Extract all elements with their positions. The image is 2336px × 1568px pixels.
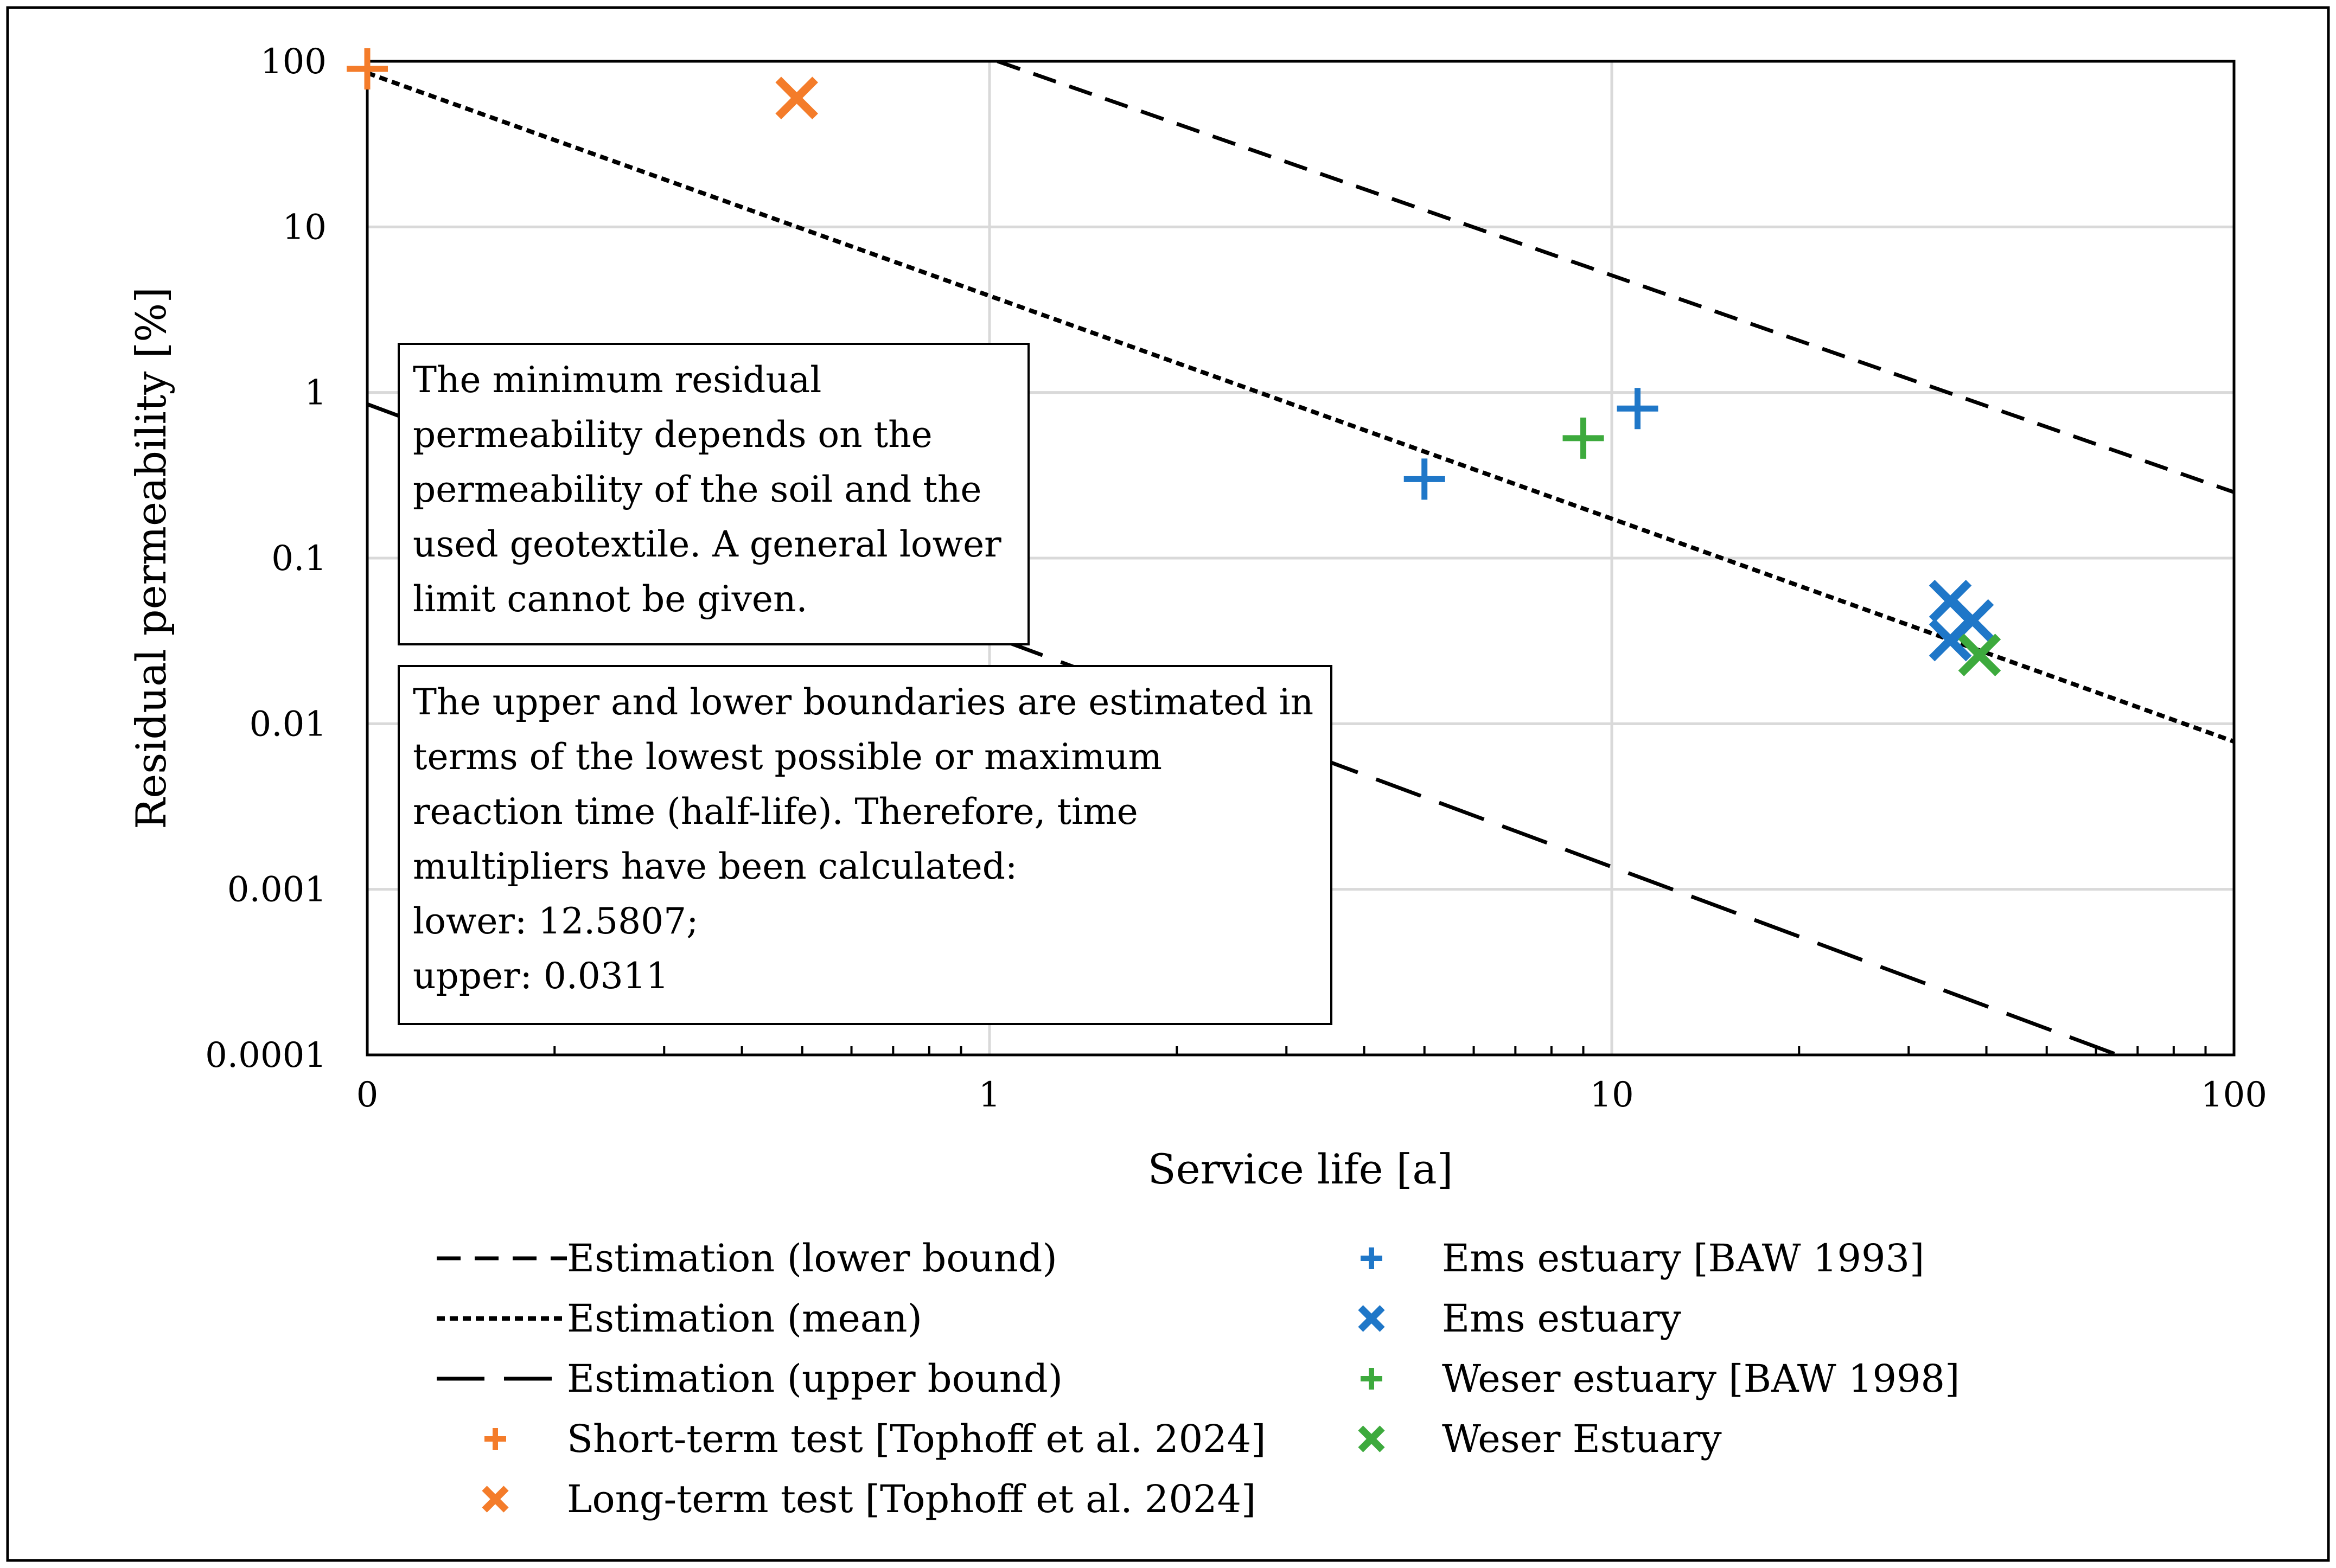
data-point-plus <box>347 48 388 89</box>
axis-ticks <box>553 1046 2207 1055</box>
legend: Estimation (lower bound) Estimation (mean… <box>437 1236 1960 1521</box>
annotation-minimum-permeability: The minimum residual permeability depend… <box>398 343 1030 645</box>
x-tick-label: 1 <box>979 1075 1001 1115</box>
legend-marker-plus <box>1361 1247 1382 1269</box>
legend-item: Estimation (upper bound) <box>437 1356 1063 1401</box>
annotation-boundary-multipliers: The upper and lower boundaries are estim… <box>398 665 1332 1025</box>
legend-marker-plus <box>484 1428 506 1450</box>
legend-item: Ems estuary <box>1358 1296 1681 1341</box>
legend-item: Estimation (lower bound) <box>437 1236 1057 1281</box>
legend-marker-x <box>482 1486 509 1513</box>
legend-item: Ems estuary [BAW 1993] <box>1361 1236 1924 1281</box>
y-tick-label: 1 <box>304 373 327 413</box>
y-tick-labels: 100 10 1 0.1 0.01 0.001 0.0001 <box>205 42 327 1076</box>
legend-item: Weser estuary [BAW 1998] <box>1361 1356 1960 1401</box>
y-axis-title: Residual permeability [%] <box>127 287 175 829</box>
legend-label: Weser Estuary <box>1442 1417 1722 1461</box>
line-estimation-mean <box>367 71 2234 744</box>
data-point-x <box>775 76 818 120</box>
data-point-x <box>1958 633 2001 676</box>
legend-item: Estimation (mean) <box>437 1296 922 1341</box>
y-tick-label: 0.1 <box>271 539 327 579</box>
data-markers <box>347 48 2001 676</box>
plot-area-border <box>366 60 2236 1057</box>
x-tick-label: 10 <box>1590 1075 1633 1115</box>
legend-label: Weser estuary [BAW 1998] <box>1442 1356 1960 1401</box>
line-estimation-lower-bound <box>997 61 2234 494</box>
legend-label: Short-term test [Tophoff et al. 2024] <box>567 1417 1266 1461</box>
legend-marker-plus <box>1361 1368 1382 1390</box>
legend-item: Weser Estuary <box>1358 1417 1722 1461</box>
data-point-plus <box>1403 458 1445 500</box>
data-point-plus <box>1617 388 1658 430</box>
legend-label: Ems estuary [BAW 1993] <box>1442 1236 1924 1281</box>
y-tick-label: 10 <box>283 207 327 247</box>
data-point-x <box>1929 618 1972 662</box>
legend-item: Short-term test [Tophoff et al. 2024] <box>484 1417 1266 1461</box>
y-tick-label: 100 <box>260 42 327 82</box>
x-tick-labels: 0 1 10 100 <box>356 1075 2267 1115</box>
legend-label: Estimation (upper bound) <box>567 1356 1063 1401</box>
legend-label: Estimation (lower bound) <box>567 1236 1057 1281</box>
legend-marker-x <box>1358 1305 1385 1332</box>
legend-label: Estimation (mean) <box>567 1296 922 1341</box>
x-axis-title: Service life [a] <box>1148 1145 1453 1193</box>
y-tick-label: 0.0001 <box>205 1035 327 1076</box>
y-tick-label: 0.001 <box>227 870 327 910</box>
legend-item: Long-term test [Tophoff et al. 2024] <box>482 1477 1256 1521</box>
legend-label: Ems estuary <box>1442 1296 1681 1341</box>
legend-label: Long-term test [Tophoff et al. 2024] <box>567 1477 1256 1521</box>
y-tick-label: 0.01 <box>250 704 327 744</box>
legend-marker-x <box>1358 1425 1385 1452</box>
x-tick-label: 100 <box>2201 1075 2267 1115</box>
x-tick-label: 0 <box>356 1075 379 1115</box>
data-point-plus <box>1562 417 1604 459</box>
